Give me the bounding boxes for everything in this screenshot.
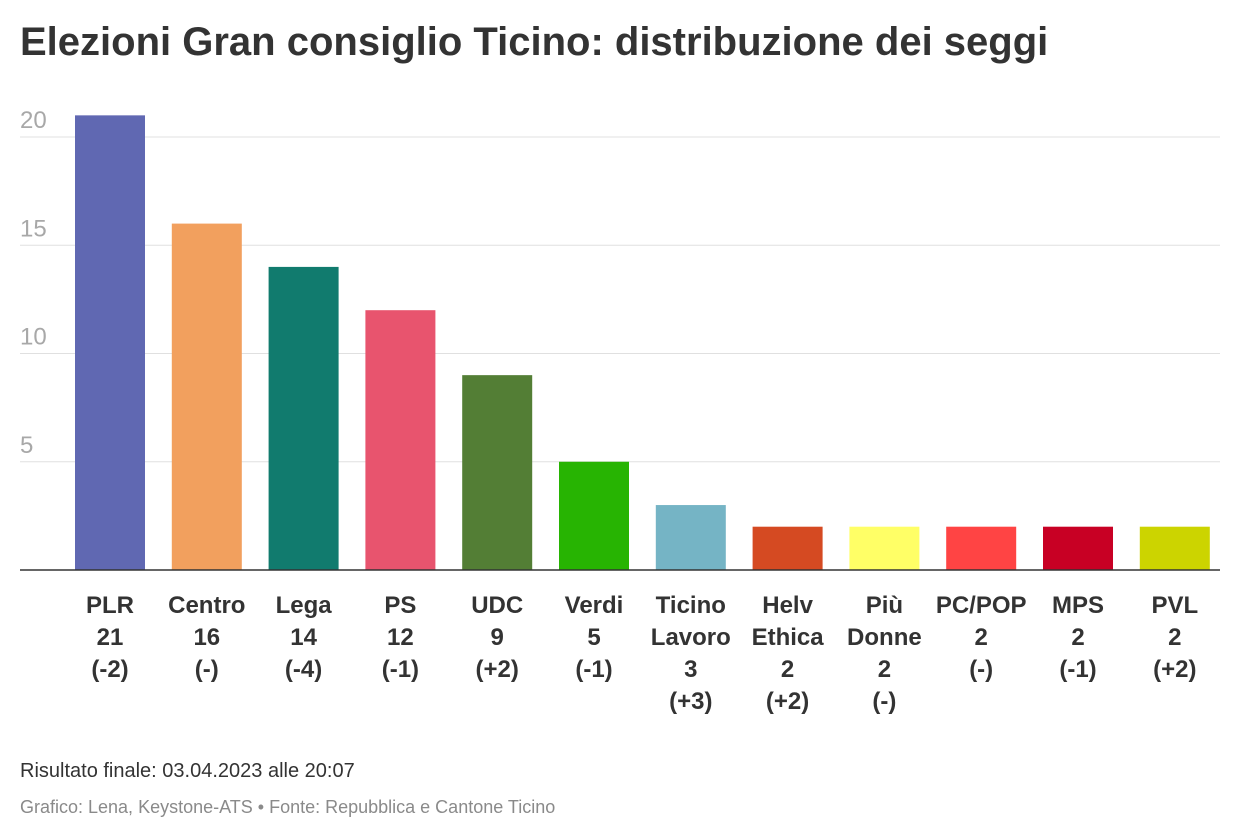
category-label: Lega 14 (-4) [254, 590, 354, 686]
seat-change: (+3) [669, 688, 713, 715]
bar [752, 526, 823, 570]
category-name: PVL [1151, 592, 1199, 619]
category-name: MPS [1051, 592, 1104, 619]
category-label: PS 12 (-1) [350, 590, 450, 686]
bar [559, 461, 629, 570]
bar [171, 223, 242, 570]
seat-count: 2 [877, 656, 892, 683]
category-label: UDC 9 (+2) [447, 590, 547, 686]
bar [462, 375, 533, 570]
seat-change: (-1) [575, 656, 613, 683]
category-name: Verdi [564, 592, 624, 619]
bar [75, 115, 145, 570]
bar [1139, 526, 1210, 570]
category-labels: PLR 21 (-2) Centro 16 (-) Lega 14 (-4) PS 12 (-1) UD… [0, 590, 1240, 730]
bar [1043, 526, 1113, 570]
seat-change: (+2) [1153, 656, 1197, 683]
y-tick-label: 10 [20, 324, 47, 351]
seat-count: 2 [1071, 624, 1085, 651]
seat-count: 21 [96, 624, 124, 651]
bar [365, 310, 436, 570]
bar [655, 505, 726, 570]
y-tick-label: 15 [20, 215, 47, 242]
seat-count: 2 [1168, 624, 1182, 651]
bar [849, 526, 920, 570]
category-name: UDC [471, 592, 524, 619]
seat-change: (+2) [765, 688, 810, 715]
category-label: MPS 2 (-1) [1028, 590, 1128, 686]
category-name: Ticino Lavoro [650, 592, 731, 651]
seat-change: (-2) [91, 656, 129, 683]
seat-change: (-) [194, 656, 219, 683]
seat-count: 12 [387, 624, 414, 651]
category-label: PC/POP 2 (-) [931, 590, 1031, 686]
seat-change: (-4) [284, 656, 323, 683]
bar-chart: 5 10 15 20 [20, 107, 1220, 571]
seat-change: (+2) [475, 656, 519, 683]
category-name: Centro [168, 592, 246, 619]
category-name: PLR [86, 592, 134, 619]
seat-count: 2 [780, 656, 795, 683]
seat-count: 9 [490, 624, 504, 651]
seat-count: 2 [974, 624, 988, 651]
seat-count: 14 [290, 624, 317, 651]
category-label: PLR 21 (-2) [60, 590, 160, 686]
category-label: Centro 16 (-) [157, 590, 257, 686]
category-label: PVL 2 (+2) [1125, 590, 1225, 686]
category-label: Più Donne 2 (-) [834, 590, 934, 718]
category-label: Helv Ethica 2 (+2) [738, 590, 838, 718]
seat-count: 5 [587, 624, 601, 651]
source-credit: Grafico: Lena, Keystone-ATS • Fonte: Rep… [20, 797, 556, 817]
category-name: Lega [275, 592, 332, 619]
category-label: Verdi 5 (-1) [544, 590, 644, 686]
seat-count: 16 [193, 624, 221, 651]
category-name: PS [384, 592, 417, 619]
bar [946, 526, 1017, 570]
result-note: Risultato finale: 03.04.2023 alle 20:07 [20, 760, 355, 782]
y-tick-label: 5 [20, 432, 33, 459]
seat-change: (-) [872, 688, 897, 715]
seat-change: (-1) [381, 656, 420, 683]
category-name: Più Donne [847, 592, 922, 651]
seat-change: (-) [969, 656, 994, 683]
bar [268, 266, 339, 570]
category-name: PC/POP [935, 592, 1027, 619]
y-tick-label: 20 [20, 107, 47, 134]
category-label: Ticino Lavoro 3 (+3) [641, 590, 741, 718]
seat-change: (-1) [1059, 656, 1097, 683]
chart-title: Elezioni Gran consiglio Ticino: distribu… [20, 20, 1049, 64]
category-name: Helv Ethica [751, 592, 824, 651]
seat-count: 3 [684, 656, 698, 683]
